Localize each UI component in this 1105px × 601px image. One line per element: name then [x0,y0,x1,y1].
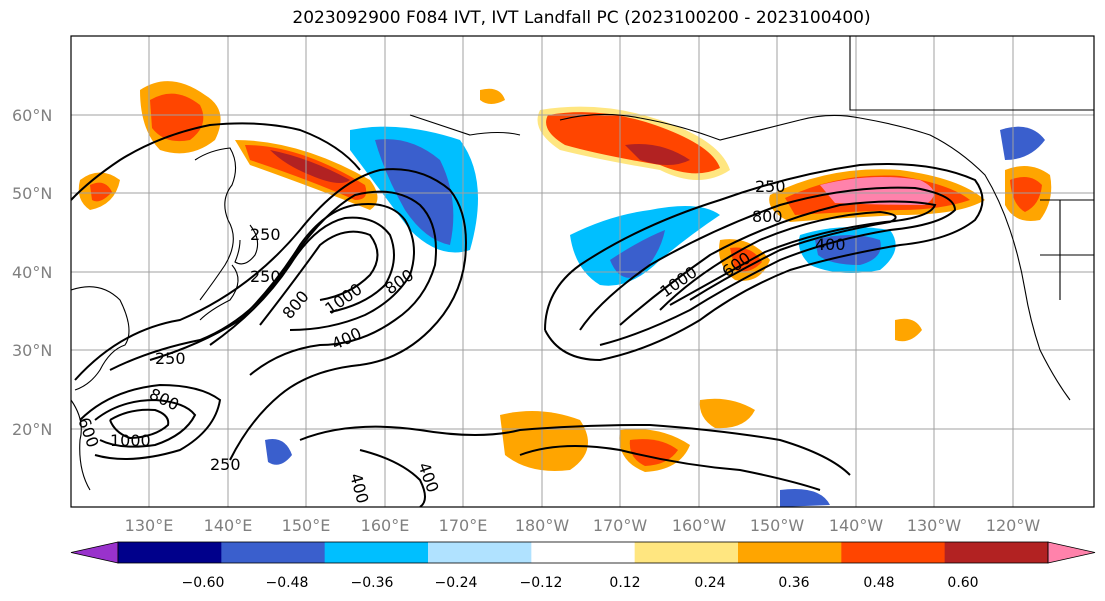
map-title: 2023092900 F084 IVT, IVT Landfall PC (20… [292,8,871,28]
lon-label: 170°E [439,516,488,535]
contour-label: 250 [250,225,281,244]
lon-label: 120°W [986,516,1041,535]
lon-label: 140°W [829,516,884,535]
lon-label: 130°W [907,516,962,535]
colorbar-segment [428,542,532,563]
contour-label: 250 [155,349,186,368]
colorbar-tick-label: 0.48 [863,575,894,591]
colorbar-frame [117,541,1049,564]
lon-label: 140°E [204,516,253,535]
colorbar-tick-label: −0.36 [351,575,394,591]
colorbar-segment [118,542,222,563]
contour-label: 250 [210,455,241,474]
map-frame [70,35,1095,508]
lat-label: 30°N [12,341,52,360]
contour-label: 1000 [110,431,151,450]
colorbar-labels: −0.60 −0.48 −0.36 −0.24 −0.12 0.12 0.24 … [182,575,979,591]
colorbar-tick-label: −0.24 [435,575,478,591]
lat-label: 60°N [12,106,52,125]
colorbar-tick-label: 0.60 [947,575,978,591]
latitude-labels: 60°N 50°N 40°N 30°N 20°N [12,106,52,439]
colorbar-segment [738,542,842,563]
colorbar-tick-label: 0.24 [694,575,725,591]
colorbar-segment [221,542,326,563]
contour-label: 800 [752,207,783,226]
lon-label: 160°W [672,516,727,535]
ivt-contours [71,122,984,507]
graticule [71,36,1094,507]
colorbar-extend-min [70,541,119,564]
colorbar-tick-label: 0.36 [778,575,809,591]
colorbar [70,541,1096,564]
lon-label: 130°E [125,516,174,535]
lon-label: 150°W [750,516,805,535]
colorbar-segment [324,542,429,563]
lon-label: 170°W [593,516,648,535]
lat-label: 50°N [12,184,52,203]
colorbar-tick-label: −0.12 [520,575,563,591]
colorbar-segment [531,542,636,563]
coastlines [71,36,1094,491]
lat-label: 20°N [12,420,52,439]
contour-label: 250 [250,267,281,286]
contour-label: 250 [755,177,786,196]
colorbar-tick-label: −0.60 [182,575,225,591]
contour-label: 400 [815,235,846,254]
lon-label: 150°E [282,516,331,535]
colorbar-segment [634,542,739,563]
lon-label: 160°E [361,516,410,535]
colorbar-tick-label: 0.12 [609,575,640,591]
colorbar-segment [841,542,946,563]
longitude-labels: 130°E 140°E 150°E 160°E 170°E 180°W 170°… [125,516,1041,535]
colorbar-extend-max [1047,541,1096,564]
lat-label: 40°N [12,263,52,282]
colorbar-segment [944,542,1049,563]
lon-label: 180°W [515,516,570,535]
colorbar-tick-label: −0.48 [266,575,309,591]
